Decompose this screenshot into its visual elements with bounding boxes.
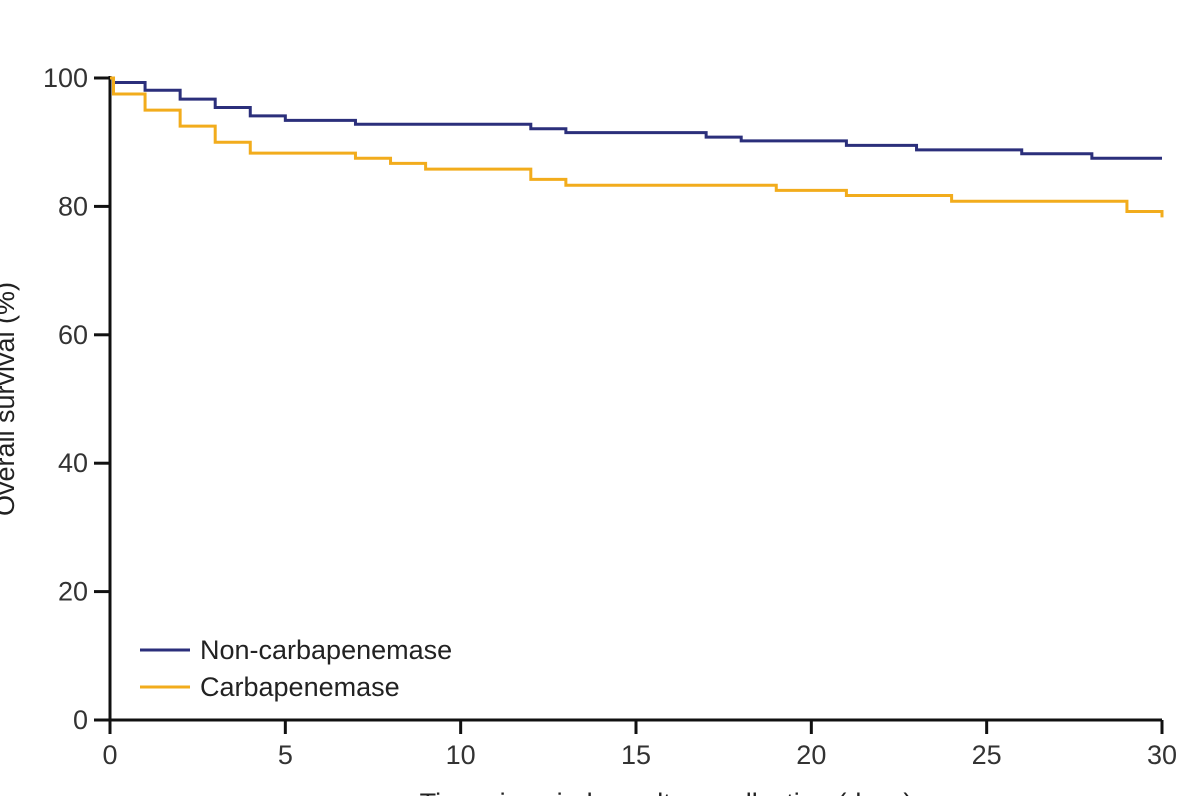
y-axis-label: Overall survival (%)	[0, 282, 20, 516]
y-axis: 0 20 40 60 80 100	[43, 63, 112, 735]
series-group	[110, 76, 1164, 218]
legend-label-carbapenemase: Carbapenemase	[200, 672, 400, 702]
y-tick-label-0: 0	[73, 705, 88, 735]
series-line-carbapenemase	[110, 76, 1164, 218]
y-tick-label-20: 20	[58, 577, 88, 607]
x-axis-label: Time since index culture collection (day…	[420, 788, 913, 796]
legend: Non-carbapenemase Carbapenemase	[140, 635, 452, 702]
legend-label-non-carbapenemase: Non-carbapenemase	[200, 635, 452, 665]
x-tick-label-15: 15	[621, 740, 651, 770]
x-tick-label-20: 20	[796, 740, 826, 770]
y-ticks: 0 20 40 60 80 100	[43, 63, 110, 735]
y-tick-label-100: 100	[43, 63, 88, 93]
series-line-non-carbapenemase	[110, 76, 1162, 160]
x-tick-label-30: 30	[1147, 740, 1177, 770]
x-ticks: 0 5 10 15 20 25 30	[102, 720, 1177, 770]
x-tick-label-5: 5	[278, 740, 293, 770]
y-tick-label-40: 40	[58, 448, 88, 478]
x-axis: 0 5 10 15 20 25 30	[102, 718, 1177, 770]
x-tick-label-10: 10	[446, 740, 476, 770]
x-tick-label-25: 25	[972, 740, 1002, 770]
x-tick-label-0: 0	[102, 740, 117, 770]
y-tick-label-60: 60	[58, 320, 88, 350]
y-tick-label-80: 80	[58, 191, 88, 221]
